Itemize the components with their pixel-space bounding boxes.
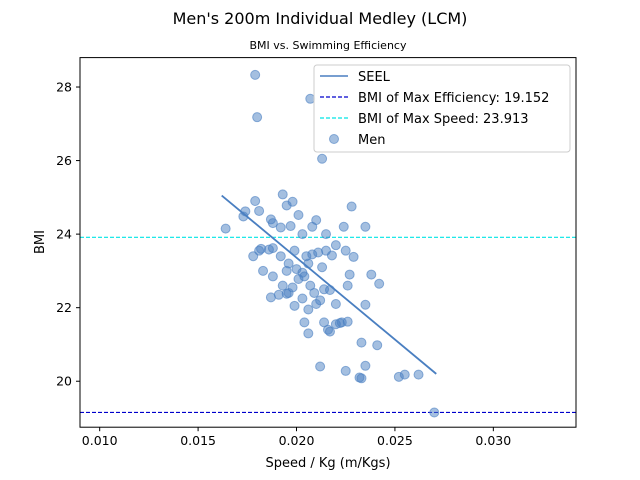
x-tick-label-2: 0.020: [279, 433, 315, 448]
data-point-8: [254, 205, 265, 216]
data-point-0: [250, 69, 261, 80]
data-point-68: [315, 295, 326, 306]
data-point-76: [303, 328, 314, 339]
data-point-44: [348, 251, 359, 262]
data-point-16: [293, 210, 304, 221]
x-tick-label-4: 0.030: [475, 433, 511, 448]
legend-efficiency-label: BMI of Max Efficiency: 19.152: [358, 91, 549, 106]
plot-area: [80, 69, 576, 418]
data-point-28: [267, 243, 278, 254]
data-point-42: [330, 240, 341, 251]
data-point-43: [340, 245, 351, 256]
data-point-2: [317, 153, 328, 164]
data-point-78: [356, 337, 367, 348]
plot-frame: [79, 57, 577, 428]
axis-ticks: 0.010 0.015 0.020 0.025 0.030 20 22 24 26 28: [56, 80, 511, 449]
data-point-84: [356, 373, 367, 384]
data-point-45: [258, 265, 269, 276]
data-point-10: [267, 218, 278, 229]
data-point-81: [315, 361, 326, 372]
data-point-75: [299, 317, 310, 328]
data-point-82: [340, 365, 351, 376]
data-point-66: [303, 304, 314, 315]
data-point-20: [321, 229, 332, 240]
y-axis-label: BMI: [33, 230, 48, 254]
data-point-4: [220, 223, 231, 234]
data-point-53: [309, 287, 320, 298]
data-point-7: [250, 196, 261, 207]
y-tick-label-1: 22: [56, 300, 72, 315]
y-tick-label-2: 24: [56, 227, 72, 242]
data-point-41: [326, 250, 337, 261]
data-point-15: [287, 196, 298, 207]
data-point-14: [285, 221, 296, 232]
data-point-49: [287, 282, 298, 293]
data-point-39: [317, 262, 328, 273]
legend-speed-label: BMI of Max Speed: 23.913: [358, 112, 529, 127]
data-point-85: [360, 360, 371, 371]
data-point-58: [344, 269, 355, 280]
y-tick-label-0: 20: [56, 374, 72, 389]
data-point-3: [305, 93, 316, 104]
data-point-65: [297, 293, 308, 304]
data-point-51: [299, 271, 310, 282]
y-tick-label-3: 26: [56, 153, 72, 168]
data-point-12: [277, 189, 288, 200]
data-point-19: [311, 215, 322, 226]
data-point-89: [429, 407, 440, 418]
data-point-1: [252, 112, 263, 123]
data-point-57: [342, 280, 353, 291]
x-tick-label-0: 0.010: [82, 433, 118, 448]
data-point-64: [289, 300, 300, 311]
data-point-77: [330, 319, 341, 330]
x-axis-label: Speed / Kg (m/Kgs): [265, 456, 390, 471]
legend: SEEL BMI of Max Efficiency: 19.152 BMI o…: [313, 64, 571, 153]
data-point-11: [275, 222, 286, 233]
data-point-71: [324, 326, 335, 337]
data-point-29: [275, 251, 286, 262]
data-point-74: [342, 316, 353, 327]
data-point-31: [283, 258, 294, 269]
legend-men-label: Men: [358, 133, 385, 148]
data-point-79: [360, 299, 371, 310]
x-tick-label-1: 0.015: [180, 433, 216, 448]
chart-title: Men's 200m Individual Medley (LCM): [173, 9, 468, 28]
data-point-60: [374, 278, 385, 289]
y-tick-label-4: 28: [56, 80, 72, 95]
data-point-55: [324, 285, 335, 296]
data-point-88: [413, 369, 424, 380]
data-point-63: [281, 288, 292, 299]
fit-line-seel: [221, 194, 437, 375]
data-point-80: [372, 340, 383, 351]
data-point-17: [297, 229, 308, 240]
legend-seel-label: SEEL: [358, 70, 391, 85]
data-point-23: [360, 221, 371, 232]
data-point-22: [346, 201, 357, 212]
data-point-56: [330, 299, 341, 309]
data-point-47: [277, 280, 288, 291]
legend-box: [313, 64, 571, 153]
data-point-21: [338, 221, 349, 232]
x-tick-label-3: 0.025: [377, 433, 413, 448]
data-point-87: [399, 369, 410, 380]
data-point-46: [267, 271, 278, 282]
legend-men-marker: [329, 134, 339, 144]
data-point-59: [366, 269, 377, 280]
chart-subtitle: BMI vs. Swimming Efficiency: [250, 39, 407, 52]
